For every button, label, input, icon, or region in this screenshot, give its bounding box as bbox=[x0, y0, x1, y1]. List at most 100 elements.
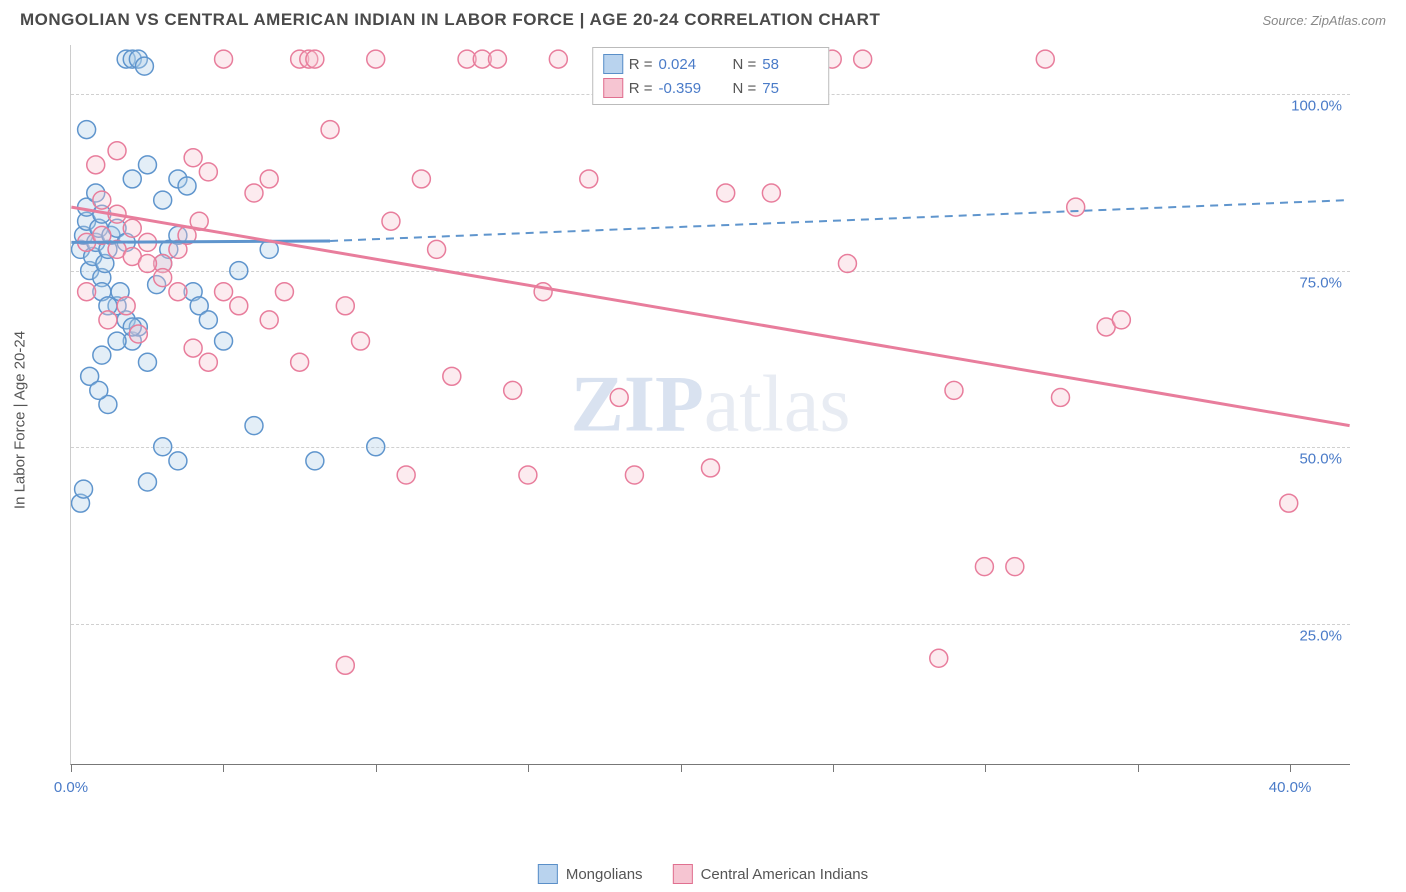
data-point bbox=[138, 473, 156, 491]
data-point bbox=[245, 417, 263, 435]
data-point bbox=[1280, 494, 1298, 512]
data-point bbox=[123, 219, 141, 237]
data-point bbox=[428, 240, 446, 258]
scatter-plot-svg bbox=[71, 45, 1350, 764]
data-point bbox=[215, 50, 233, 68]
series-legend: Mongolians Central American Indians bbox=[538, 864, 868, 884]
data-point bbox=[717, 184, 735, 202]
data-point bbox=[336, 297, 354, 315]
data-point bbox=[78, 121, 96, 139]
data-point bbox=[504, 381, 522, 399]
x-tick bbox=[223, 764, 224, 772]
x-tick bbox=[985, 764, 986, 772]
data-point bbox=[260, 170, 278, 188]
data-point bbox=[215, 283, 233, 301]
data-point bbox=[108, 332, 126, 350]
data-point bbox=[230, 297, 248, 315]
data-point bbox=[945, 381, 963, 399]
swatch-icon bbox=[538, 864, 558, 884]
data-point bbox=[199, 311, 217, 329]
data-point bbox=[129, 325, 147, 343]
data-point bbox=[93, 346, 111, 364]
data-point bbox=[78, 283, 96, 301]
data-point bbox=[1112, 311, 1130, 329]
data-point bbox=[260, 311, 278, 329]
data-point bbox=[321, 121, 339, 139]
data-point bbox=[1052, 388, 1070, 406]
data-point bbox=[610, 388, 628, 406]
trend-line bbox=[71, 241, 330, 242]
chart-title: MONGOLIAN VS CENTRAL AMERICAN INDIAN IN … bbox=[20, 10, 880, 30]
correlation-legend: R = 0.024 N = 58 R = -0.359 N = 75 bbox=[592, 47, 830, 105]
data-point bbox=[306, 50, 324, 68]
source-attribution: Source: ZipAtlas.com bbox=[1262, 13, 1386, 28]
data-point bbox=[138, 255, 156, 273]
data-point bbox=[519, 466, 537, 484]
data-point bbox=[580, 170, 598, 188]
x-tick bbox=[71, 764, 72, 772]
data-point bbox=[230, 262, 248, 280]
x-tick-label: 40.0% bbox=[1269, 779, 1312, 796]
data-point bbox=[625, 466, 643, 484]
data-point bbox=[762, 184, 780, 202]
data-point bbox=[930, 649, 948, 667]
swatch-icon bbox=[673, 864, 693, 884]
data-point bbox=[169, 283, 187, 301]
data-point bbox=[199, 163, 217, 181]
x-tick bbox=[1290, 764, 1291, 772]
data-point bbox=[245, 184, 263, 202]
data-point bbox=[382, 212, 400, 230]
x-tick bbox=[376, 764, 377, 772]
data-point bbox=[117, 297, 135, 315]
data-point bbox=[108, 142, 126, 160]
data-point bbox=[838, 255, 856, 273]
data-point bbox=[199, 353, 217, 371]
data-point bbox=[1006, 558, 1024, 576]
data-point bbox=[1036, 50, 1054, 68]
data-point bbox=[90, 381, 108, 399]
data-point bbox=[443, 367, 461, 385]
legend-item-central-american: Central American Indians bbox=[673, 864, 869, 884]
x-tick bbox=[833, 764, 834, 772]
data-point bbox=[367, 50, 385, 68]
data-point bbox=[215, 332, 233, 350]
legend-row-central-american: R = -0.359 N = 75 bbox=[603, 76, 819, 100]
data-point bbox=[275, 283, 293, 301]
data-point bbox=[367, 438, 385, 456]
data-point bbox=[352, 332, 370, 350]
data-point bbox=[75, 480, 93, 498]
data-point bbox=[397, 466, 415, 484]
data-point bbox=[184, 339, 202, 357]
data-point bbox=[488, 50, 506, 68]
y-axis-label: In Labor Force | Age 20-24 bbox=[12, 331, 29, 509]
data-point bbox=[154, 269, 172, 287]
data-point bbox=[291, 353, 309, 371]
data-point bbox=[178, 177, 196, 195]
data-point bbox=[975, 558, 993, 576]
x-tick bbox=[681, 764, 682, 772]
data-point bbox=[154, 438, 172, 456]
data-point bbox=[184, 149, 202, 167]
swatch-icon bbox=[603, 78, 623, 98]
data-point bbox=[169, 452, 187, 470]
x-tick-label: 0.0% bbox=[54, 779, 88, 796]
data-point bbox=[549, 50, 567, 68]
data-point bbox=[854, 50, 872, 68]
legend-item-mongolians: Mongolians bbox=[538, 864, 643, 884]
data-point bbox=[99, 311, 117, 329]
x-tick bbox=[1138, 764, 1139, 772]
data-point bbox=[123, 170, 141, 188]
data-point bbox=[412, 170, 430, 188]
swatch-icon bbox=[603, 54, 623, 74]
data-point bbox=[135, 57, 153, 75]
data-point bbox=[138, 353, 156, 371]
plot-area: ZIPatlas R = 0.024 N = 58 R = -0.359 N =… bbox=[70, 45, 1350, 765]
data-point bbox=[336, 656, 354, 674]
x-tick bbox=[528, 764, 529, 772]
data-point bbox=[306, 452, 324, 470]
data-point bbox=[154, 191, 172, 209]
data-point bbox=[87, 156, 105, 174]
legend-row-mongolians: R = 0.024 N = 58 bbox=[603, 52, 819, 76]
data-point bbox=[1067, 198, 1085, 216]
trend-line-extrapolated bbox=[330, 200, 1350, 241]
